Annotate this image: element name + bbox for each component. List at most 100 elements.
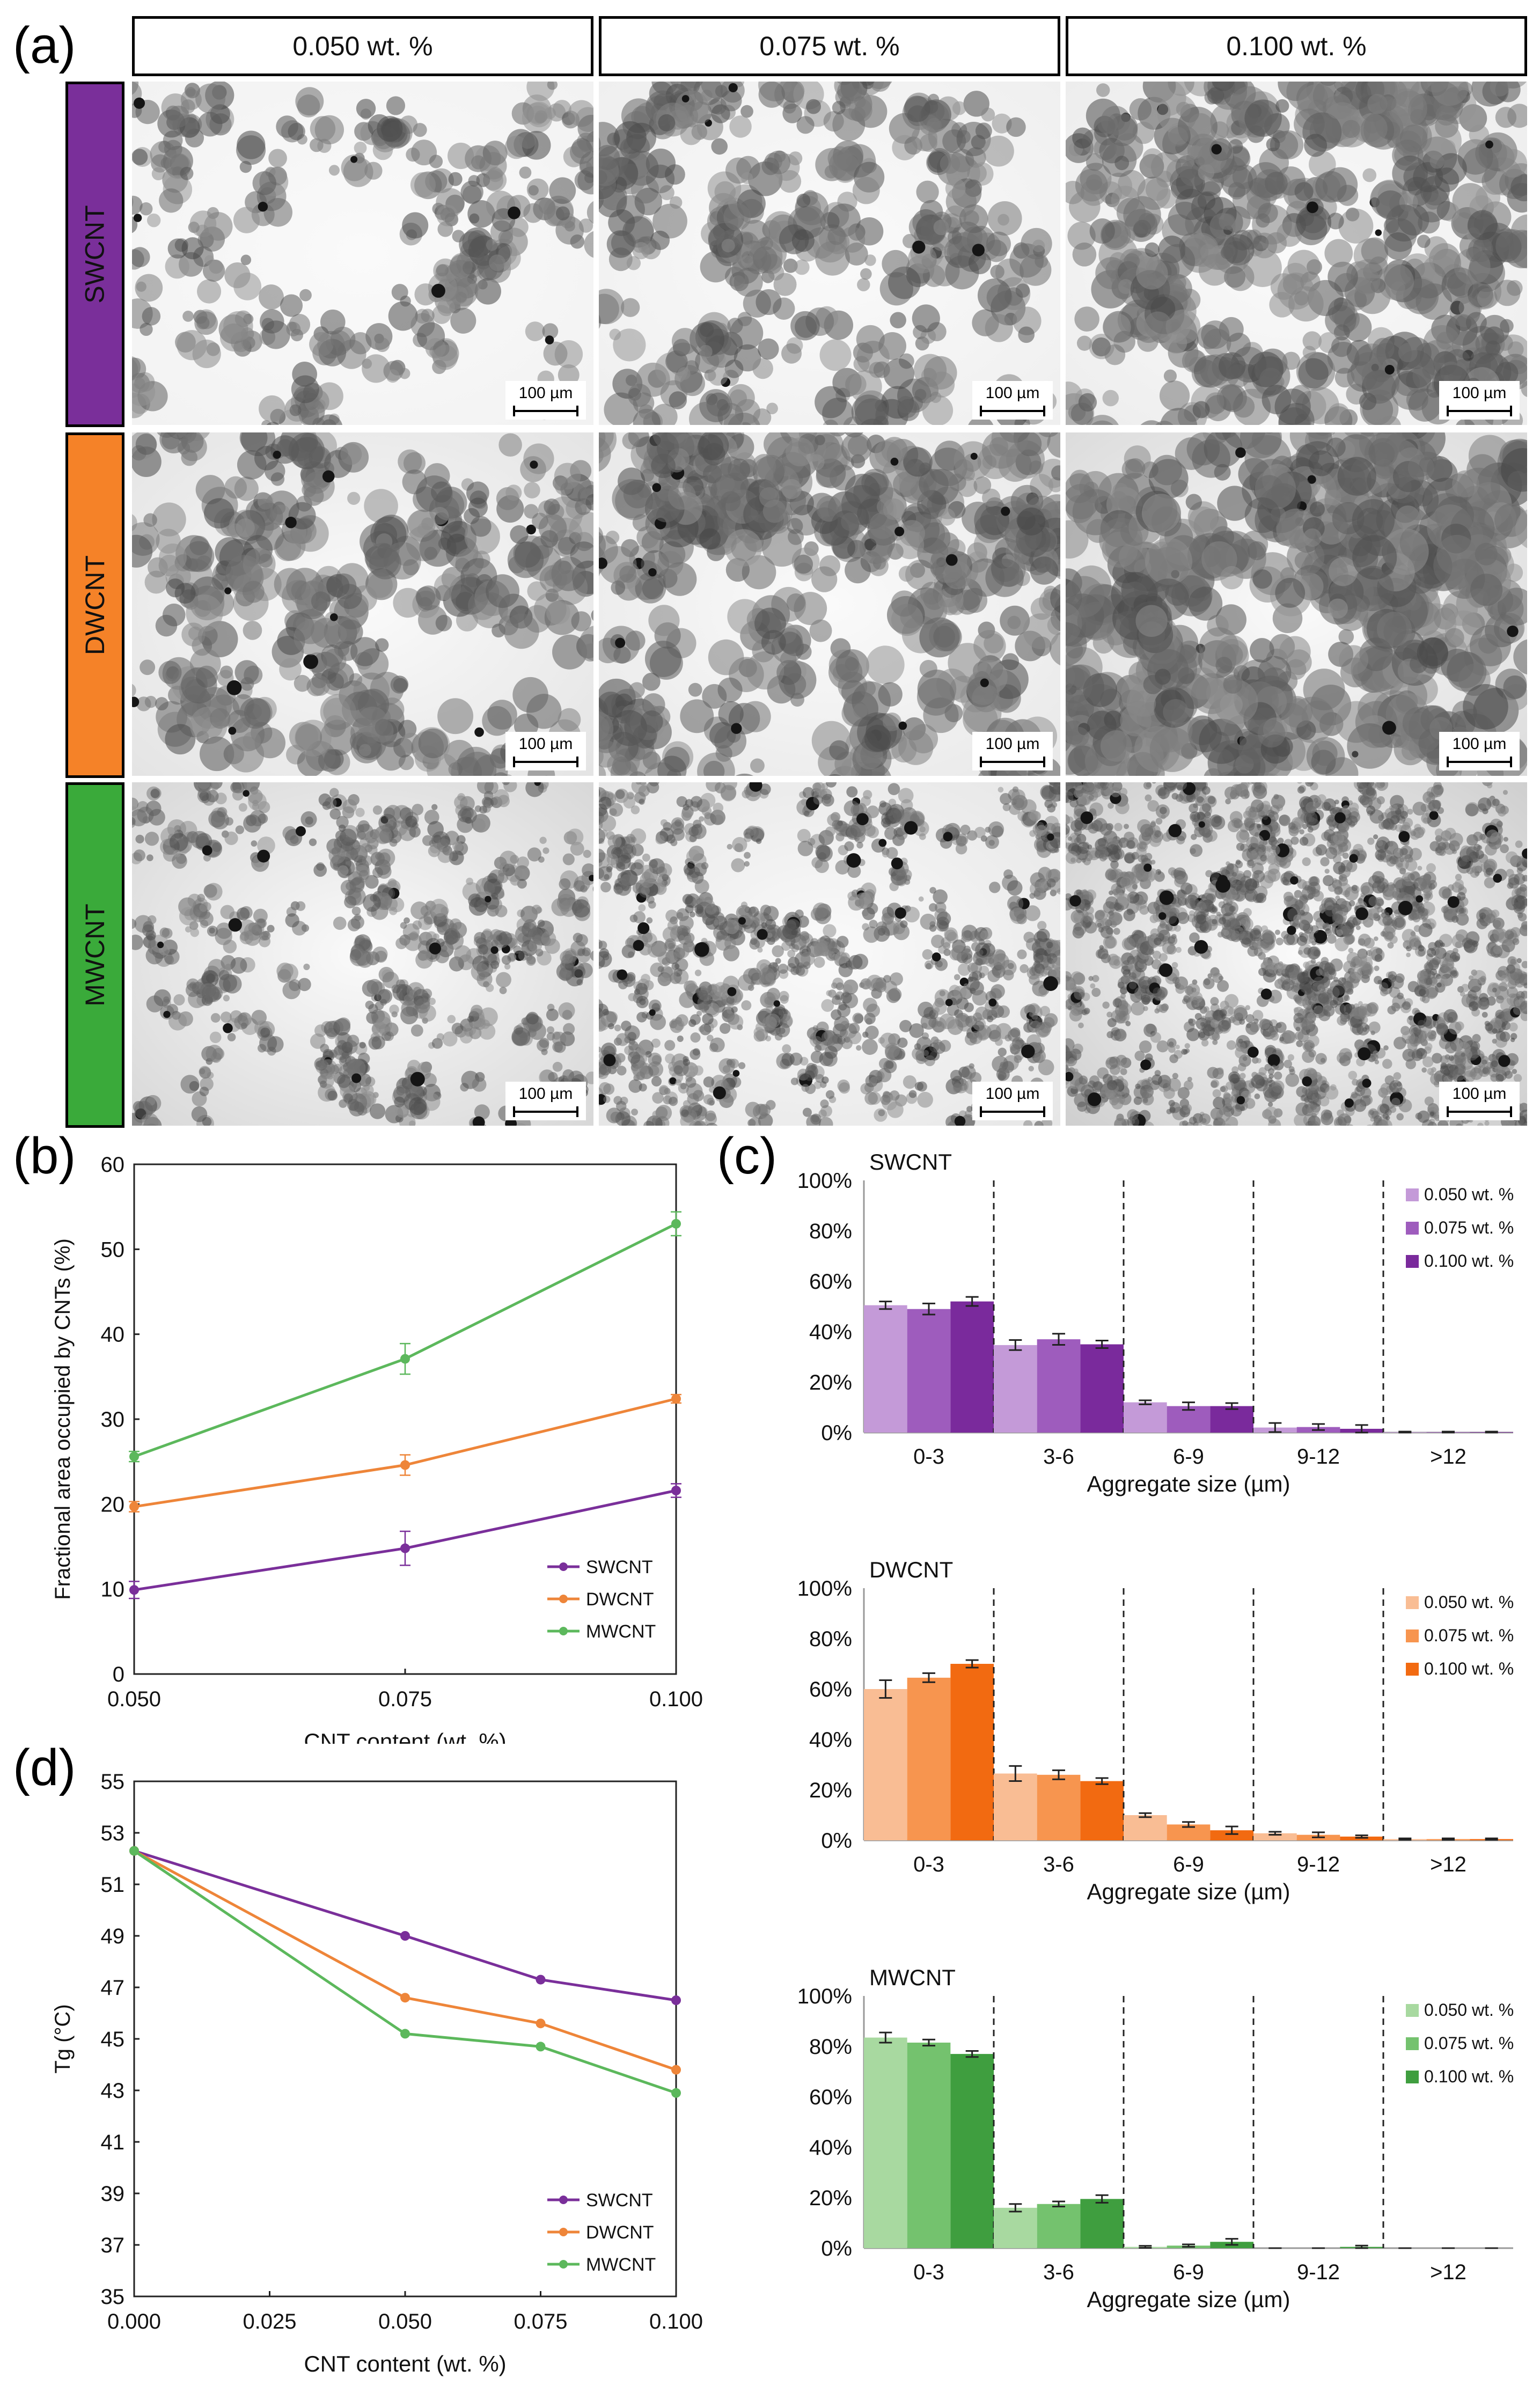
cnt-aggregate (849, 325, 906, 403)
cnt-aggregate (1360, 871, 1389, 896)
bar-0-3-s0 (864, 1689, 907, 1840)
y-tick-label: 60% (809, 1678, 852, 1701)
cnt-aggregate (1072, 106, 1143, 171)
cnt-aggregate (713, 975, 740, 1006)
cnt-aggregate (132, 915, 157, 950)
cnt-aggregate (703, 1075, 737, 1109)
cnt-aggregate (734, 256, 798, 320)
y-tick-label: 80% (809, 2035, 852, 2059)
cnt-aggregate (1066, 458, 1146, 523)
cnt-aggregate (1168, 867, 1193, 895)
y-tick-label: 0% (821, 2237, 852, 2260)
cnt-aggregate (410, 899, 448, 933)
cnt-aggregate (1088, 1067, 1109, 1092)
category-label: 6-9 (1173, 1445, 1204, 1469)
cnt-aggregate (1446, 651, 1508, 730)
legend-marker (559, 2228, 568, 2236)
cnt-aggregate (852, 997, 881, 1025)
cnt-aggregate (132, 247, 163, 302)
micrograph-swcnt-0: 100 µm (132, 82, 593, 425)
y-tick-label: 80% (809, 1220, 852, 1243)
cnt-aggregate (420, 931, 445, 961)
y-tick-label: 37 (101, 2234, 125, 2257)
chart-title: MWCNT (869, 1965, 956, 1990)
cnt-aggregate (867, 826, 897, 858)
cnt-aggregate (752, 311, 820, 379)
data-point-mwcnt (129, 1451, 139, 1462)
cnt-aggregate (1216, 1066, 1241, 1087)
cnt-aggregate (1421, 807, 1444, 827)
cnt-aggregate (340, 876, 381, 912)
series-line-mwcnt (134, 1222, 677, 1458)
cnt-aggregate (729, 82, 792, 138)
y-tick-label: 20 (101, 1493, 125, 1516)
cnt-aggregate (1023, 921, 1053, 949)
category-label: 0-3 (913, 1853, 944, 1876)
cnt-aggregate (132, 502, 187, 578)
cnt-aggregate (561, 100, 593, 153)
cnt-aggregate (320, 688, 394, 757)
cnt-aggregate (690, 1032, 725, 1060)
cnt-aggregate (1151, 959, 1179, 985)
cnt-aggregate (1378, 973, 1405, 992)
micrograph-swcnt-1: 100 µm (599, 82, 1060, 425)
cnt-aggregate (368, 1016, 399, 1050)
x-axis-label: Aggregate size (µm) (1087, 1471, 1290, 1496)
data-point-mwcnt (400, 1354, 410, 1364)
cnt-aggregate (1207, 86, 1282, 138)
row-header-dwcnt: DWCNT (65, 432, 124, 778)
cnt-aggregate (234, 1010, 273, 1041)
micrograph-image (1066, 432, 1527, 776)
cnt-aggregate (1294, 93, 1360, 157)
cnt-aggregate (1127, 1109, 1140, 1126)
cnt-aggregate (896, 809, 925, 840)
cnt-aggregate (964, 1015, 985, 1046)
data-point-dwcnt (400, 1460, 410, 1470)
legend-swatch (1406, 1188, 1419, 1201)
cnt-aggregate (1079, 975, 1101, 997)
cnt-aggregate (1172, 976, 1200, 997)
cnt-aggregate (200, 970, 237, 1002)
legend-swatch (1406, 1629, 1419, 1642)
cnt-aggregate (657, 958, 688, 986)
cnt-aggregate (1121, 578, 1204, 669)
cnt-aggregate (815, 386, 889, 425)
cnt-aggregate (644, 605, 696, 680)
cnt-aggregate (507, 512, 567, 578)
bar-3-6-s2 (1080, 2199, 1124, 2248)
cnt-aggregate (155, 578, 223, 647)
cnt-aggregate (175, 310, 221, 369)
data-point-mwcnt (671, 1218, 681, 1229)
cnt-aggregate (1325, 832, 1352, 860)
cnt-aggregate (527, 556, 586, 635)
cnt-aggregate (1103, 896, 1130, 919)
y-tick-label: 40% (809, 1728, 852, 1752)
cnt-aggregate (1189, 1111, 1213, 1126)
bar-0-3-s2 (950, 2054, 994, 2248)
cnt-aggregate (1398, 824, 1417, 846)
cnt-aggregate (1392, 124, 1467, 193)
micrograph-image (1066, 782, 1527, 1126)
cnt-aggregate (1310, 1103, 1334, 1126)
cnt-aggregate (835, 853, 866, 878)
micrograph-dwcnt-1: 100 µm (599, 432, 1060, 776)
data-point-dwcnt (400, 1993, 410, 2003)
cnt-aggregate (1436, 523, 1512, 608)
cnt-aggregate (1209, 877, 1237, 901)
cnt-aggregate (1029, 1005, 1058, 1038)
cnt-aggregate (1302, 1067, 1319, 1093)
cnt-aggregate (410, 1024, 444, 1049)
cnt-aggregate (1101, 953, 1123, 969)
legend-label-swcnt: SWCNT (586, 1557, 653, 1577)
cnt-aggregate (676, 796, 702, 821)
cnt-aggregate (1412, 785, 1443, 816)
cnt-aggregate (823, 82, 875, 132)
cnt-aggregate (413, 322, 459, 375)
cnt-aggregate (844, 800, 879, 838)
series-line-dwcnt (133, 1849, 677, 2071)
bar-0-3-s2 (950, 1301, 994, 1433)
cnt-aggregate (748, 967, 780, 987)
cnt-aggregate (599, 526, 637, 595)
cnt-aggregate (727, 599, 802, 690)
cnt-aggregate (1494, 448, 1527, 548)
